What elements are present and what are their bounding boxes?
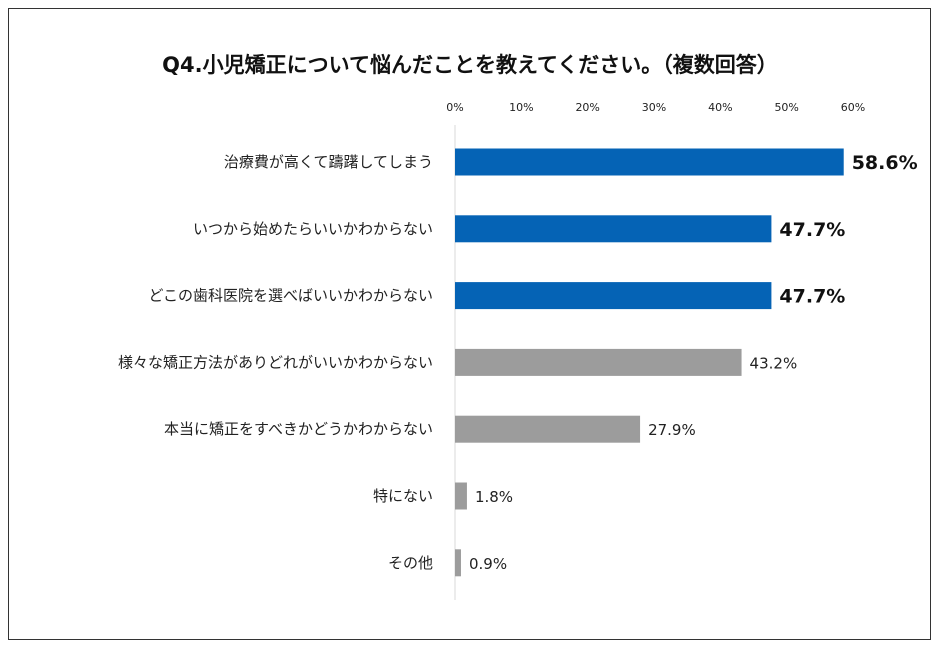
bar: [455, 549, 461, 577]
x-tick-label: 40%: [708, 101, 732, 114]
x-tick-label: 10%: [509, 101, 533, 114]
x-tick-label: 30%: [642, 101, 666, 114]
category-label: 治療費が高くて躊躇してしまう: [224, 153, 433, 171]
data-label: 0.9%: [469, 555, 507, 573]
data-label: 47.7%: [779, 286, 845, 308]
bar: [455, 482, 467, 510]
data-label: 27.9%: [648, 421, 696, 439]
x-tick-label: 60%: [841, 101, 865, 114]
x-axis-ticks: 0% 10% 20% 30% 40% 50% 60%: [446, 101, 865, 114]
x-tick-label: 0%: [446, 101, 463, 114]
data-label: 47.7%: [779, 219, 845, 241]
data-label: 43.2%: [750, 354, 798, 372]
x-tick-label: 20%: [575, 101, 599, 114]
bars: [455, 148, 844, 577]
category-label: その他: [388, 554, 433, 572]
category-label: どこの歯科医院を選べばいいかわからない: [148, 287, 433, 305]
data-label: 1.8%: [475, 488, 513, 506]
chart-frame: [8, 8, 931, 640]
category-label: 本当に矯正をすべきかどうかわからない: [164, 420, 433, 438]
x-tick-label: 50%: [774, 101, 798, 114]
category-label: いつから始めたらいいかわからない: [193, 220, 433, 238]
category-label: 様々な矯正方法がありどれがいいかわからない: [118, 353, 433, 371]
bar: [455, 148, 844, 176]
bar: [455, 348, 742, 376]
data-label: 58.6%: [852, 152, 918, 174]
bar: [455, 282, 772, 310]
bar: [455, 215, 772, 243]
data-labels: 58.6% 47.7% 47.7% 43.2% 27.9% 1.8% 0.9%: [469, 152, 918, 573]
category-labels: 治療費が高くて躊躇してしまういつから始めたらいいかわからないどこの歯科医院を選べ…: [118, 153, 433, 572]
bar: [455, 415, 641, 443]
category-label: 特にない: [373, 487, 433, 505]
chart-title: Q4.小児矯正について悩んだことを教えてください。（複数回答）: [162, 53, 778, 77]
